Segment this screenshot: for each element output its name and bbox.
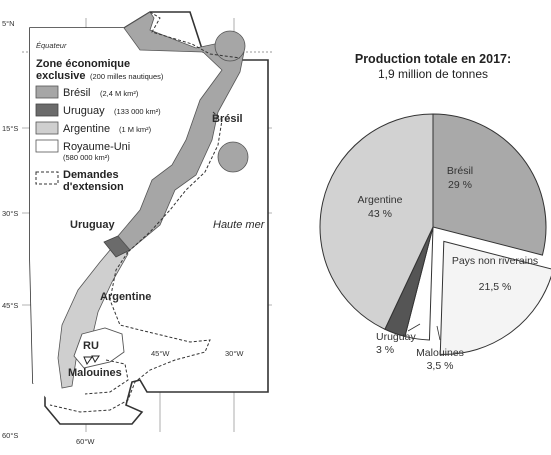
label-haute-mer: Haute mer bbox=[213, 219, 266, 231]
lon-label-45w: 45°W bbox=[151, 349, 170, 358]
lon-label-60w: 60°W bbox=[76, 437, 95, 446]
legend-swatch-royaume-uni bbox=[35, 139, 59, 153]
pie-chart: Production totale en 2017: 1,9 million d… bbox=[319, 52, 551, 372]
legend-swatch-bresil bbox=[35, 85, 59, 99]
label-malouines: Malouines bbox=[68, 367, 122, 379]
chart-subtitle: 1,9 million de tonnes bbox=[378, 67, 488, 81]
pie-slice-pays-non-riverains bbox=[439, 240, 551, 355]
lat-label-45s: 45°S bbox=[2, 301, 18, 310]
eez-bresil-island-trindade bbox=[217, 141, 249, 173]
falklands-islands-icon bbox=[83, 355, 100, 366]
slice-label-name-argentine: Argentine bbox=[358, 194, 403, 206]
slice-label-name-pays-non-riverains-line1: Pays non riverains bbox=[452, 255, 538, 267]
slice-label-value-argentine: 43 % bbox=[368, 208, 392, 220]
slice-label-value-pays-non-riverains: 21,5 % bbox=[479, 281, 512, 293]
lat-label-5n: 5°N bbox=[2, 19, 15, 28]
legend-label-bresil: Brésil bbox=[63, 87, 91, 99]
eez-bresil-island-north bbox=[214, 30, 246, 62]
legend-swatch-extension bbox=[35, 171, 59, 185]
legend-area-argentine: (1 M km²) bbox=[119, 125, 152, 134]
legend-swatch-argentine bbox=[35, 121, 59, 135]
chart-title: Production totale en 2017: bbox=[355, 52, 511, 66]
pie-slice-bresil bbox=[432, 113, 547, 256]
extension-royaume-uni bbox=[84, 359, 129, 395]
label-bresil: Brésil bbox=[212, 113, 243, 125]
extension-bresil-north bbox=[149, 11, 241, 59]
extension-argentine bbox=[49, 251, 211, 413]
slice-label-name-malouines: Malouines bbox=[416, 347, 464, 359]
legend-area-uruguay: (133 000 km²) bbox=[114, 107, 161, 116]
slice-label-value-malouines: 3,5 % bbox=[427, 360, 454, 372]
legend: Zone économique exclusive (200 milles na… bbox=[35, 58, 164, 193]
lat-label-30s: 30°S bbox=[2, 209, 18, 218]
eez-bresil bbox=[117, 11, 245, 251]
legend-label-extension-line2: d'extension bbox=[63, 181, 124, 193]
legend-label-royaume-uni: Royaume-Uni bbox=[63, 141, 130, 153]
legend-label-argentine: Argentine bbox=[63, 123, 110, 135]
land-south-america bbox=[30, 28, 228, 400]
pie-slices bbox=[319, 113, 551, 355]
leader-line-malouines bbox=[436, 325, 441, 341]
label-ru: RU bbox=[83, 340, 99, 352]
label-argentine: Argentine bbox=[100, 291, 151, 303]
legend-title-line2: exclusive bbox=[36, 70, 86, 82]
lat-label-60s: 60°S bbox=[2, 431, 18, 440]
extension-claims bbox=[49, 11, 241, 413]
slice-label-value-bresil: 29 % bbox=[448, 179, 472, 191]
slice-label-name-bresil: Brésil bbox=[447, 165, 473, 177]
lon-label-30w: 30°W bbox=[225, 349, 244, 358]
legend-title-line1: Zone économique bbox=[36, 58, 130, 70]
extension-bresil-east bbox=[127, 111, 223, 253]
label-uruguay: Uruguay bbox=[70, 219, 116, 231]
legend-label-extension-line1: Demandes bbox=[63, 169, 119, 181]
legend-label-uruguay: Uruguay bbox=[63, 105, 105, 117]
pie-slice-argentine bbox=[319, 113, 434, 330]
leader-line-uruguay bbox=[407, 323, 421, 332]
legend-swatch-uruguay bbox=[35, 103, 59, 117]
map: 5°N 15°S 30°S 45°S 60°S 60°W 45°W 30°W É… bbox=[2, 11, 272, 446]
legend-area-bresil: (2,4 M km²) bbox=[100, 89, 139, 98]
slice-label-value-uruguay: 3 % bbox=[376, 344, 394, 356]
legend-area-royaume-uni: (580 000 km²) bbox=[63, 153, 110, 162]
lat-label-15s: 15°S bbox=[2, 124, 18, 133]
equator-label: Équateur bbox=[36, 41, 67, 50]
legend-title-note: (200 milles nautiques) bbox=[90, 72, 164, 81]
slice-label-name-uruguay: Uruguay bbox=[376, 331, 416, 343]
